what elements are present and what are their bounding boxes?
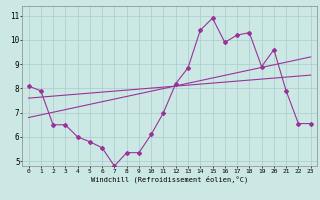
X-axis label: Windchill (Refroidissement éolien,°C): Windchill (Refroidissement éolien,°C) — [91, 175, 248, 183]
